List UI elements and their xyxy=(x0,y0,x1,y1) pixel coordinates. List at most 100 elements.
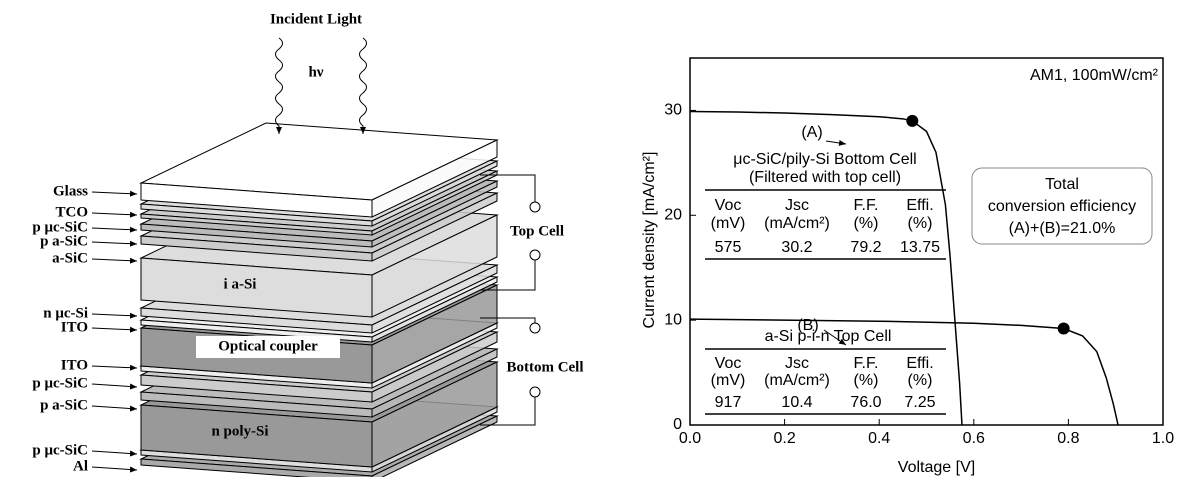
plot-frame xyxy=(689,57,1164,426)
layer-label: n μc-Si xyxy=(43,305,88,321)
y-axis-label: Current density [mA/cm²] xyxy=(641,152,658,329)
layer-label: p a-SiC xyxy=(40,233,88,249)
layer-side xyxy=(371,284,498,384)
iv-curve xyxy=(689,110,963,426)
condition: AM1, 100mW/cm² xyxy=(1030,67,1159,84)
light-ray xyxy=(359,37,367,134)
y-tick-label: 10 xyxy=(664,311,682,328)
y-tick-label: 20 xyxy=(664,207,682,224)
table-cell: 79.2 xyxy=(850,239,881,256)
diagram-title: Incident Light xyxy=(270,11,362,27)
wire xyxy=(480,317,536,324)
layer-side xyxy=(371,264,498,334)
layer-label: p a-SiC xyxy=(40,397,88,413)
table-cell: 7.25 xyxy=(904,394,935,411)
table-cell: 13.75 xyxy=(900,239,940,256)
layer-side xyxy=(371,348,498,418)
label-arrow xyxy=(91,364,138,371)
layer-side xyxy=(371,139,498,218)
light-ray xyxy=(275,37,283,134)
efficiency-box xyxy=(971,167,1153,245)
layer-side xyxy=(371,160,498,227)
table-header: Voc xyxy=(715,355,742,372)
terminal xyxy=(529,322,541,334)
x-tick-label: 0.6 xyxy=(963,430,985,447)
x-tick-label: 0.0 xyxy=(679,430,701,447)
table-title: a-Si p-i-n Top Cell xyxy=(765,328,892,345)
layer-label: p μc-SiC xyxy=(32,442,88,458)
label-arrow xyxy=(91,211,138,218)
wire xyxy=(480,396,536,426)
photon-label: hν xyxy=(308,64,323,80)
x-tick-label: 0.4 xyxy=(868,430,890,447)
table-header: (mV) xyxy=(711,215,746,232)
table-header: (mA/cm²) xyxy=(764,372,830,389)
table-header: (mV) xyxy=(711,372,746,389)
label-arrow xyxy=(91,312,138,319)
label-arrow xyxy=(91,190,138,197)
table-header: Jsc xyxy=(785,355,809,372)
table-header: Jsc xyxy=(785,197,809,214)
cell-label: Top Cell xyxy=(510,223,564,239)
efficiency-text: conversion efficiency xyxy=(988,198,1136,215)
table-header: F.F. xyxy=(854,355,879,372)
table-header: (%) xyxy=(854,215,879,232)
leader xyxy=(823,329,847,346)
label-arrow xyxy=(91,257,138,264)
layer-label: ITO xyxy=(61,319,88,335)
table-header: (%) xyxy=(908,372,933,389)
layer-side xyxy=(371,331,498,403)
label-box xyxy=(196,336,340,358)
efficiency-text: Total xyxy=(1045,176,1079,193)
terminal xyxy=(529,386,541,398)
max-power-point xyxy=(1057,322,1070,335)
table-title: (Filtered with top cell) xyxy=(749,169,901,186)
label-arrow xyxy=(91,405,138,412)
table-cell: 76.0 xyxy=(850,394,881,411)
layer-side xyxy=(371,214,498,318)
table-header: (mA/cm²) xyxy=(764,215,830,232)
table-cell: 575 xyxy=(715,239,742,256)
series-label: (B) xyxy=(797,317,818,334)
label-arrow xyxy=(91,450,138,457)
x-axis-label: Voltage [V] xyxy=(898,459,975,476)
layer-side xyxy=(371,192,498,262)
leader xyxy=(825,139,847,146)
table-title: μc-SiC/pily-Si Bottom Cell xyxy=(733,151,916,168)
x-tick-label: 0.8 xyxy=(1057,430,1079,447)
layer-side xyxy=(371,180,498,248)
label-arrow xyxy=(91,383,138,390)
x-tick-label: 0.2 xyxy=(773,430,795,447)
table-header: Effi. xyxy=(906,355,933,372)
series-label: (A) xyxy=(801,124,822,141)
inner-label: Optical coupler xyxy=(218,338,318,354)
label-arrow xyxy=(91,466,138,473)
table-header: (%) xyxy=(908,215,933,232)
table-cell: 10.4 xyxy=(781,394,812,411)
terminal xyxy=(529,249,541,261)
chart: 0.0 0.2 0.4 0.6 0.8 1.0 0 10 20 30 Voltage [V] Curr… xyxy=(641,57,1174,476)
table-cell: 30.2 xyxy=(781,239,812,256)
table-header: Effi. xyxy=(906,197,933,214)
x-tick-label: 1.0 xyxy=(1152,430,1174,447)
label-arrow xyxy=(91,226,138,233)
label-arrow xyxy=(91,240,138,247)
efficiency-text: (A)+(B)=21.0% xyxy=(1009,220,1116,237)
table-header: (%) xyxy=(854,372,879,389)
wire xyxy=(480,259,536,291)
layer-side xyxy=(371,276,498,343)
layer-side xyxy=(371,415,498,477)
table-cell: 917 xyxy=(715,394,742,411)
layer-label: p μc-SiC xyxy=(32,375,88,391)
max-power-point xyxy=(906,114,919,127)
table-header: F.F. xyxy=(854,197,879,214)
layer-label: TCO xyxy=(55,204,88,220)
layer-side xyxy=(371,361,498,468)
y-tick-label: 30 xyxy=(664,102,682,119)
layer-label: a-SiC xyxy=(52,250,88,266)
wire xyxy=(480,174,536,203)
layer-label: ITO xyxy=(61,357,88,373)
terminal xyxy=(529,201,541,213)
